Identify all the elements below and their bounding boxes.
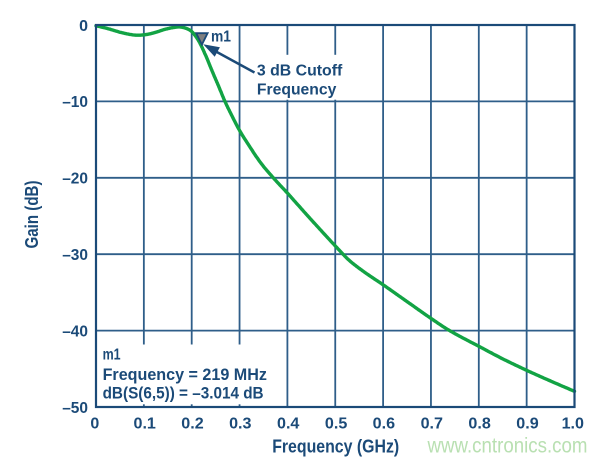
svg-text:Frequency = 219 MHz: Frequency = 219 MHz — [103, 365, 267, 384]
svg-text:Frequency (GHz): Frequency (GHz) — [272, 437, 399, 457]
svg-text:0.2: 0.2 — [181, 416, 203, 433]
svg-text:0.5: 0.5 — [325, 416, 347, 433]
svg-text:0.3: 0.3 — [229, 416, 251, 433]
svg-text:–30: –30 — [62, 247, 88, 264]
svg-text:Gain (dB): Gain (dB) — [22, 181, 42, 249]
svg-text:0: 0 — [79, 18, 88, 35]
svg-text:0.4: 0.4 — [277, 416, 299, 433]
svg-text:www.cntronics.com: www.cntronics.com — [427, 435, 588, 458]
svg-text:1.0: 1.0 — [562, 416, 584, 433]
svg-text:0.8: 0.8 — [468, 416, 490, 433]
svg-text:m1: m1 — [211, 28, 231, 45]
svg-text:m1: m1 — [103, 347, 121, 364]
svg-text:0: 0 — [90, 416, 99, 433]
svg-text:0.9: 0.9 — [516, 416, 538, 433]
svg-text:0.7: 0.7 — [421, 416, 443, 433]
svg-text:–10: –10 — [62, 94, 88, 111]
svg-text:Frequency: Frequency — [257, 81, 337, 98]
svg-text:dB(S(6,5)) = –3.014 dB: dB(S(6,5)) = –3.014 dB — [103, 384, 264, 403]
svg-text:–50: –50 — [62, 400, 88, 417]
svg-text:3 dB Cutoff: 3 dB Cutoff — [257, 62, 343, 79]
svg-text:–40: –40 — [62, 323, 88, 340]
svg-text:–20: –20 — [62, 171, 88, 188]
svg-text:0.6: 0.6 — [373, 416, 395, 433]
svg-text:0.1: 0.1 — [134, 416, 156, 433]
